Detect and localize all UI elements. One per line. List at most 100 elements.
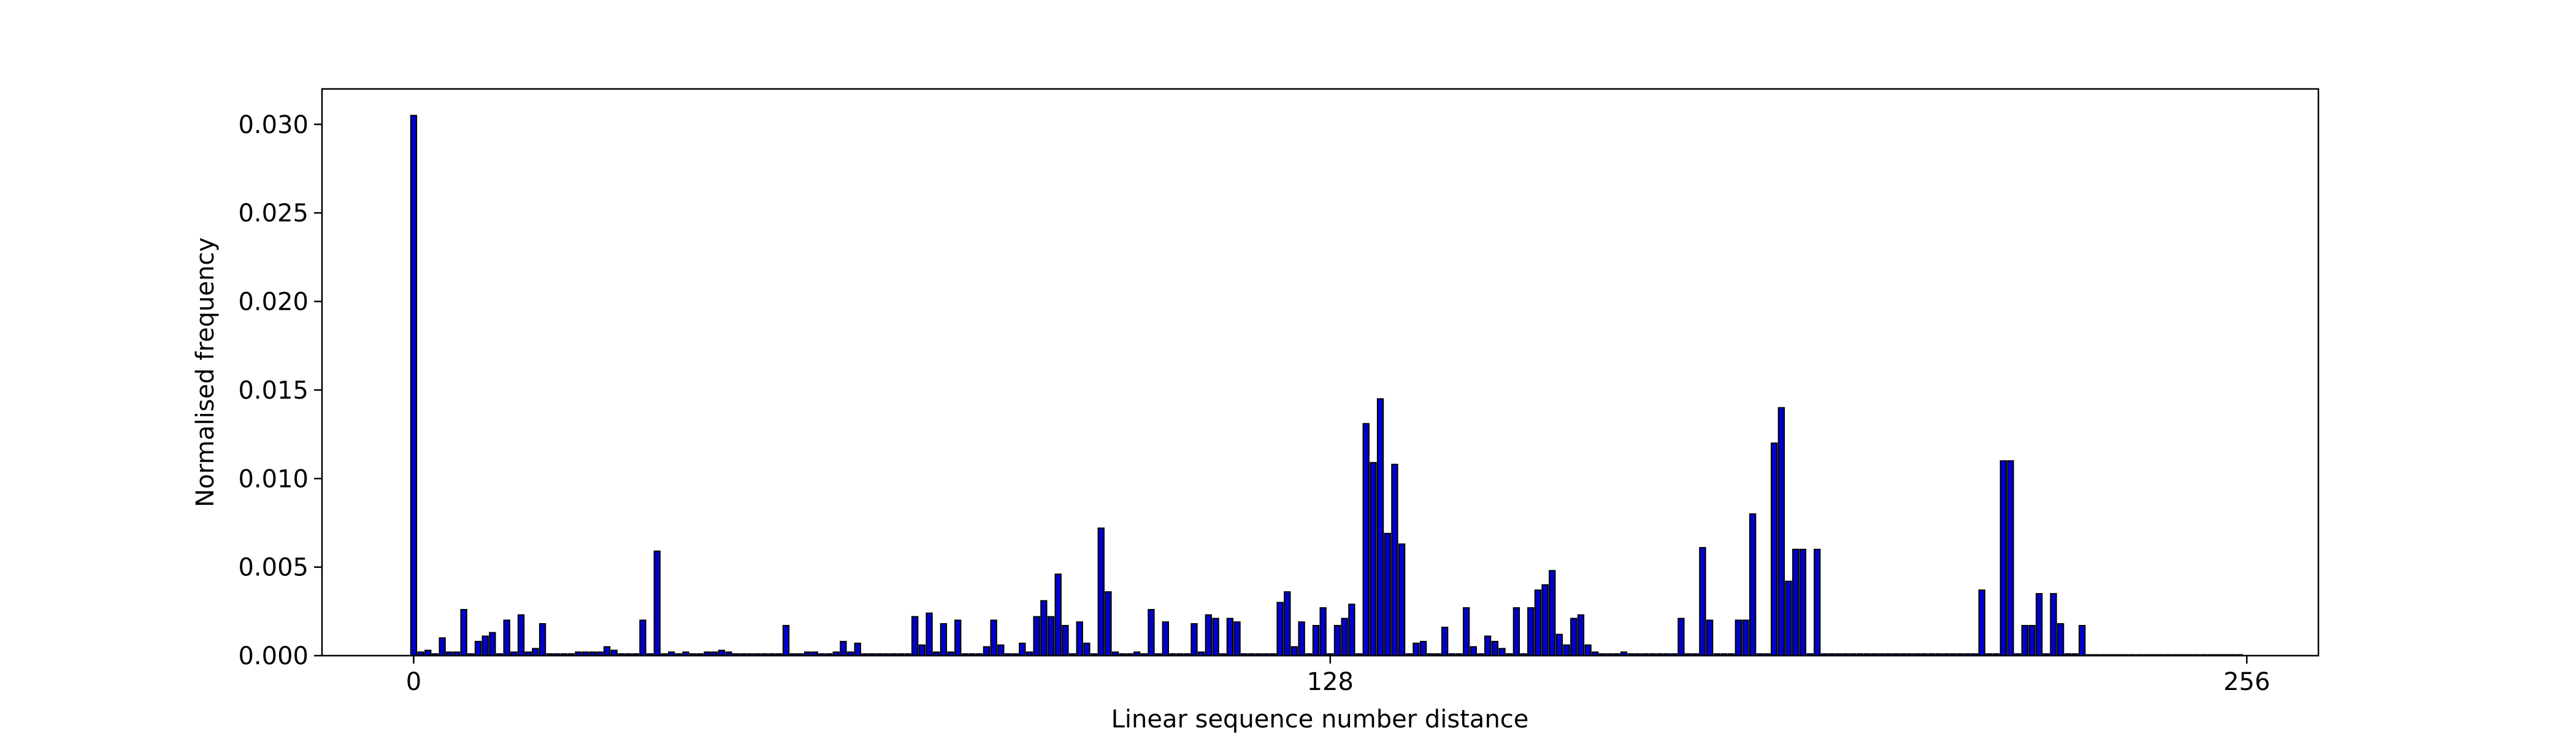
bar <box>410 115 418 656</box>
bar <box>603 646 611 656</box>
bar <box>1799 548 1807 656</box>
y-tick-label: 0.030 <box>238 111 309 139</box>
bar <box>1534 589 1542 656</box>
bar <box>439 637 446 656</box>
bar <box>997 644 1005 657</box>
bar <box>1312 624 1320 656</box>
bar <box>1076 621 1083 657</box>
bar <box>2021 624 2028 656</box>
axes-frame <box>321 88 2320 657</box>
bar <box>2028 624 2036 656</box>
bar <box>1205 614 1213 657</box>
y-tick-label: 0.000 <box>238 642 309 670</box>
bar <box>1441 626 1449 656</box>
bar <box>1341 618 1348 656</box>
bar <box>954 619 962 656</box>
y-tick-label: 0.025 <box>238 199 309 228</box>
y-tick-label: 0.020 <box>238 288 309 316</box>
bar <box>1978 589 1985 656</box>
bar <box>653 550 661 657</box>
bar <box>1097 527 1105 656</box>
bar <box>1777 407 1785 656</box>
bar <box>610 650 618 657</box>
bar <box>911 616 919 656</box>
bar <box>782 624 790 656</box>
bar <box>1033 616 1040 656</box>
bar <box>1054 573 1062 656</box>
bar <box>854 642 861 656</box>
bar <box>1419 640 1427 657</box>
x-tick-label: 256 <box>2223 668 2270 696</box>
bar <box>1563 644 1570 657</box>
bar <box>1785 580 1792 656</box>
bar <box>1284 591 1291 656</box>
bar <box>481 635 489 657</box>
bar <box>532 648 539 656</box>
bar <box>489 632 496 657</box>
bar <box>517 614 525 657</box>
x-tick-label: 0 <box>406 668 421 696</box>
bar <box>1527 607 1535 656</box>
bar <box>1233 621 1241 657</box>
bar <box>1735 619 1742 656</box>
bar <box>1677 618 1685 656</box>
bar <box>1162 621 1169 657</box>
bar <box>1062 624 1069 656</box>
bar <box>1083 642 1091 656</box>
bar <box>503 619 510 656</box>
bar <box>1348 604 1355 657</box>
bar <box>1549 570 1556 657</box>
bar <box>639 619 646 656</box>
y-tick-label: 0.015 <box>238 377 309 405</box>
bar <box>2007 460 2014 656</box>
bar <box>539 623 546 657</box>
bar <box>840 640 847 657</box>
bar <box>1999 460 2007 656</box>
bar <box>2036 592 2043 656</box>
bar <box>2050 592 2057 656</box>
bar <box>1742 619 1749 656</box>
bar <box>1362 423 1370 656</box>
bar <box>1470 646 1478 656</box>
bar <box>1333 624 1341 656</box>
bar <box>1212 618 1219 656</box>
bar <box>990 619 997 656</box>
bar <box>2057 623 2064 657</box>
bar <box>1047 616 1055 656</box>
bar <box>1771 442 1778 656</box>
bar <box>1413 642 1420 656</box>
bar <box>1699 546 1706 656</box>
bar <box>1148 608 1155 656</box>
y-tick-label: 0.010 <box>238 465 309 493</box>
bar <box>1491 640 1499 657</box>
bar <box>1792 548 1800 656</box>
bar <box>424 650 432 657</box>
y-axis-label: Normalised frequency <box>191 237 220 507</box>
bar <box>1555 634 1563 656</box>
bar <box>1463 607 1470 656</box>
bar <box>1398 543 1406 657</box>
bar <box>1512 607 1520 656</box>
bar <box>1290 646 1298 656</box>
bar <box>1706 619 1714 656</box>
bar <box>1040 600 1048 656</box>
y-tick-label: 0.005 <box>238 554 309 582</box>
bar <box>1577 614 1585 657</box>
x-tick-label: 128 <box>1307 668 1354 696</box>
bar <box>1298 621 1305 657</box>
bar <box>1319 607 1327 656</box>
bar <box>460 608 467 656</box>
bar <box>718 650 726 657</box>
bar <box>1384 532 1391 657</box>
bar <box>1498 648 1506 656</box>
bar <box>1584 644 1592 657</box>
bar <box>1190 623 1198 657</box>
bar <box>474 640 482 657</box>
x-axis-label: Linear sequence number distance <box>1111 705 1529 734</box>
bar <box>1541 584 1549 656</box>
bar <box>1226 618 1234 656</box>
bar <box>2079 624 2086 656</box>
bar <box>1376 398 1384 656</box>
bar <box>1749 513 1757 656</box>
